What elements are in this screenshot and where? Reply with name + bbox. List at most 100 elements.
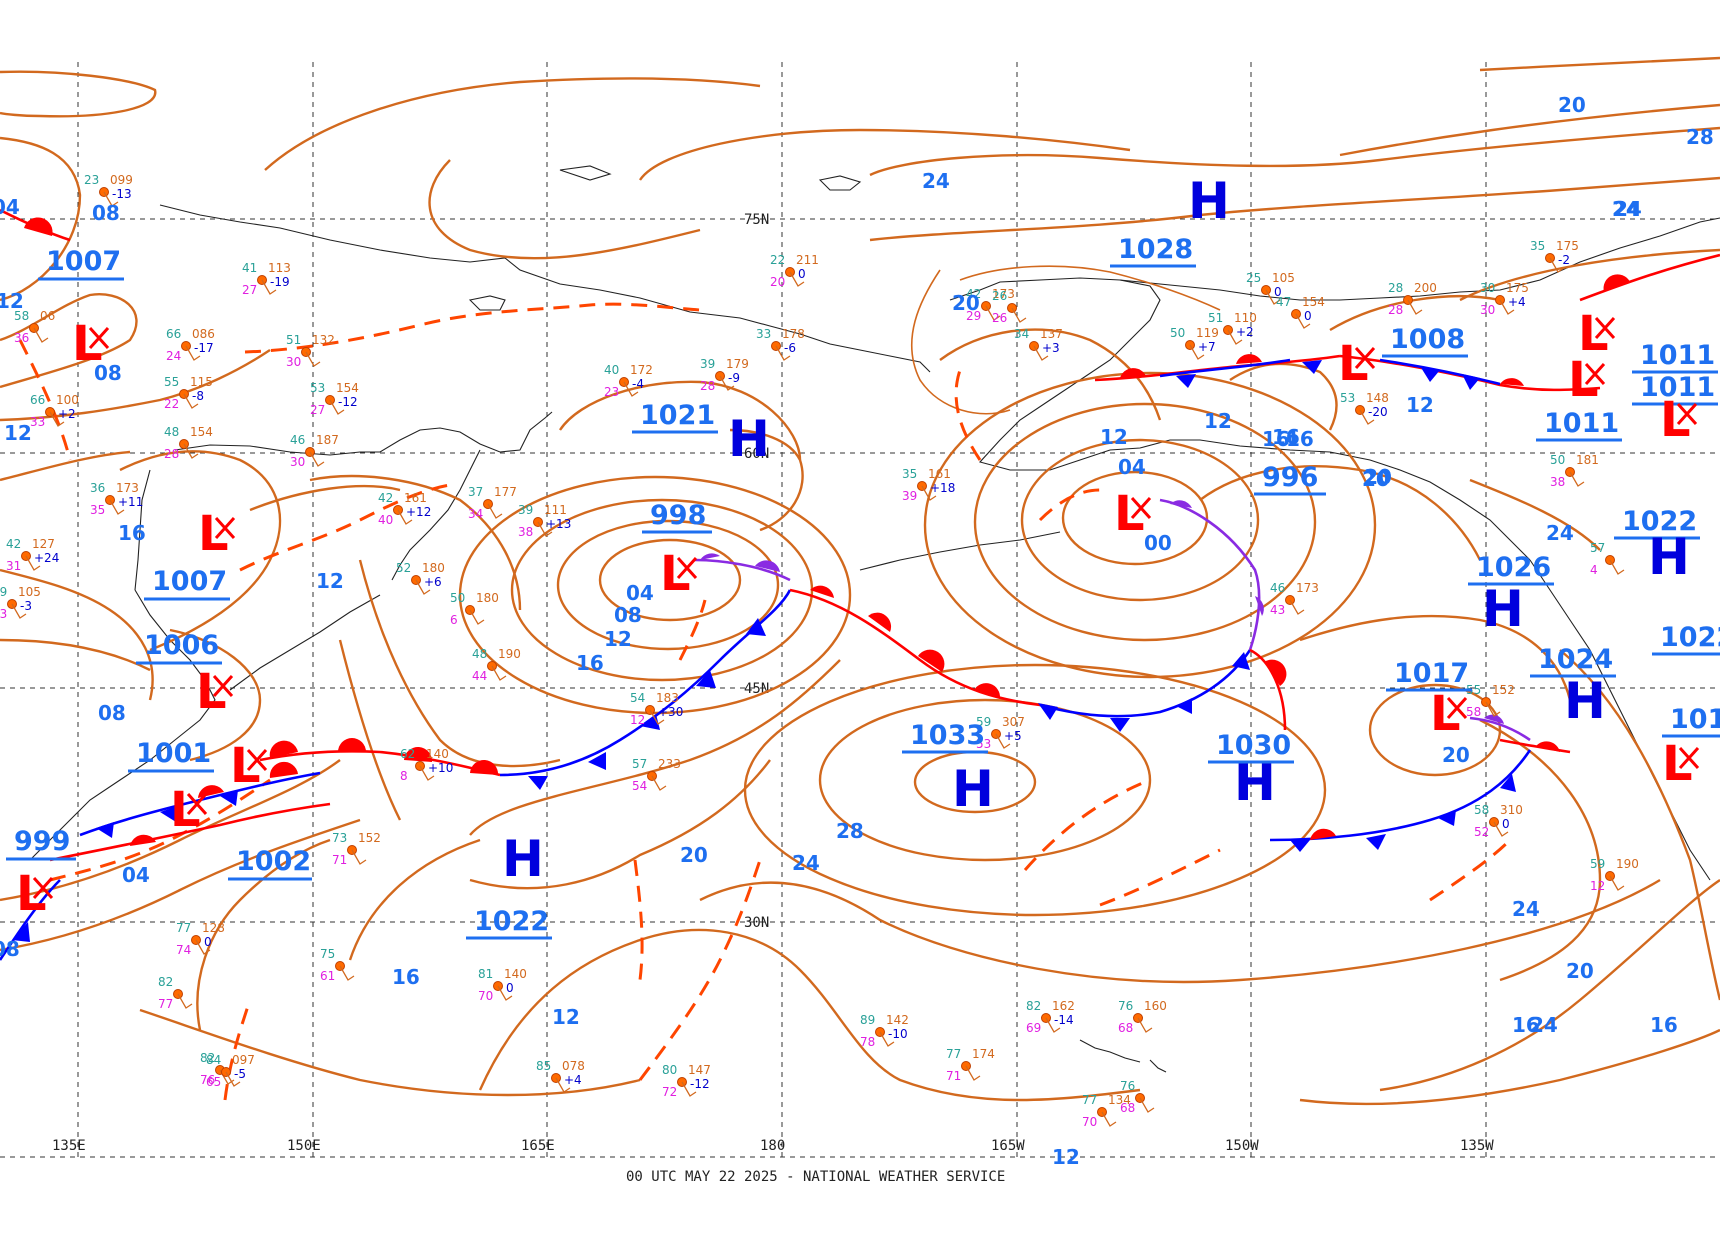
coastline-aleutians [859,531,1061,571]
station-pressure: 105 [18,585,41,599]
wind-barb [649,709,665,725]
station-plot: 50 180 6 [450,591,499,627]
wind-barb [681,1081,697,1097]
station-dewpoint: 76 [200,1073,215,1087]
wind-barb [1137,1017,1153,1033]
isobar-labels: 04 08 12 08 12 16 12 16 08 04 08 12 16 2… [0,93,1714,1169]
station-pressure: 183 [656,691,679,705]
station-pressure: 099 [110,173,133,187]
cold-front [0,879,61,961]
station-tendency: -12 [690,1077,710,1091]
isobar [348,838,481,961]
cold-front-tooth [746,618,766,636]
warm-front [1499,738,1571,754]
low-center-cross [676,556,698,580]
station-plot: 51 110+2 [1208,311,1257,345]
map-footer-caption: 00 UTC MAY 22 2025 - NATIONAL WEATHER SE… [626,1169,1005,1185]
low-center-cross [1446,696,1468,720]
station-temperature: 53 [310,381,325,395]
pressure-value-1007: 1007 [152,566,227,597]
isobar [1469,478,1601,551]
station-tendency: 0 [204,935,212,949]
station-temperature: 35 [902,467,917,481]
isobar-label: 24 [1530,1013,1558,1037]
cold-front [1159,358,1291,378]
isobar-label: 24 [922,169,950,193]
trough [1038,488,1101,522]
station-plot: 75 61 [320,947,355,983]
station-temperature: 36 [90,481,105,495]
cold-front-tooth [528,776,548,790]
low-center-cross [32,876,54,900]
warm-front-bump [974,683,1001,698]
low-symbol: L [1578,306,1609,362]
station-plot: 42 161+12 40 [378,491,431,527]
station-plot: 30 175+4 30 [1480,281,1529,317]
isobar-ring [556,519,780,651]
isobar-label: 20 [1566,959,1594,983]
pressure-value-1024: 1024 [1538,644,1613,675]
station-plot: 33 178-6 [756,327,805,361]
isobar-label: 20 [1442,743,1470,767]
isobar [639,128,1131,181]
station-temperature: 35 [1530,239,1545,253]
station-pressure: 134 [1108,1093,1131,1107]
isobar [264,77,761,171]
station-plot: 41 113-19 27 [242,261,291,297]
isobar-label: 24 [1614,197,1642,221]
lon-label-135w: 135W [1460,1138,1494,1154]
lon-label-150e: 150E [287,1138,321,1154]
low-center-cross [1584,362,1606,386]
occluded-front-bump [755,560,780,572]
station-pressure: 148 [1366,391,1389,405]
low-center-cross [186,792,208,816]
station-plot: 77 134 70 [1082,1093,1131,1129]
isobar [1339,103,1720,157]
station-plot: 55 115-8 22 [164,375,213,411]
station-tendency: 0 [798,267,806,281]
station-tendency: +5 [1004,729,1022,743]
station-pressure: 181 [1576,453,1599,467]
warm-front-bump [1264,659,1287,686]
cold-front-tooth [1420,366,1440,382]
wind-barb [1295,313,1311,329]
station-pressure: 172 [630,363,653,377]
isobar [869,126,1720,177]
station-temperature: 46 [1270,581,1285,595]
station-temperature: 37 [468,485,483,499]
trough [49,778,271,882]
trough [633,859,644,981]
station-dewpoint: 4 [1590,563,1598,577]
lon-label-180: 180 [760,1138,785,1154]
high-symbol: H [1648,528,1690,586]
isobar [1199,465,1482,561]
station-plot: 42 127+24 31 [6,537,59,573]
station-plot: 46 173 43 [1270,581,1319,617]
wind-barb [1359,409,1375,425]
station-dewpoint: 30 [290,455,305,469]
warm-front-bump [269,740,298,758]
wind-barb [49,411,65,427]
isobar-label: 20 [1364,465,1392,489]
coastline-canada-west [1529,559,1711,881]
warm-front [789,588,1041,707]
trough [1023,778,1151,871]
station-tendency: -20 [1368,405,1388,419]
warm-front-bump [1310,828,1336,840]
isobar-ring [923,371,1377,679]
cold-front-tooth [1176,374,1196,388]
pressure-value-1033: 1033 [910,720,985,751]
station-tendency: +12 [406,505,431,519]
station-plot: 37 177 34 [468,485,517,521]
station-temperature: 22 [770,253,785,267]
wind-barb [309,451,325,467]
wind-barb [183,443,199,459]
cold-front-tooth [1176,698,1192,714]
isobar-ring [818,698,1152,862]
high-symbol: H [1188,172,1230,230]
station-tendency: +13 [546,517,571,531]
station-pressure: 152 [358,831,381,845]
warm-front-bump [868,612,892,632]
occluded-front [694,558,791,582]
